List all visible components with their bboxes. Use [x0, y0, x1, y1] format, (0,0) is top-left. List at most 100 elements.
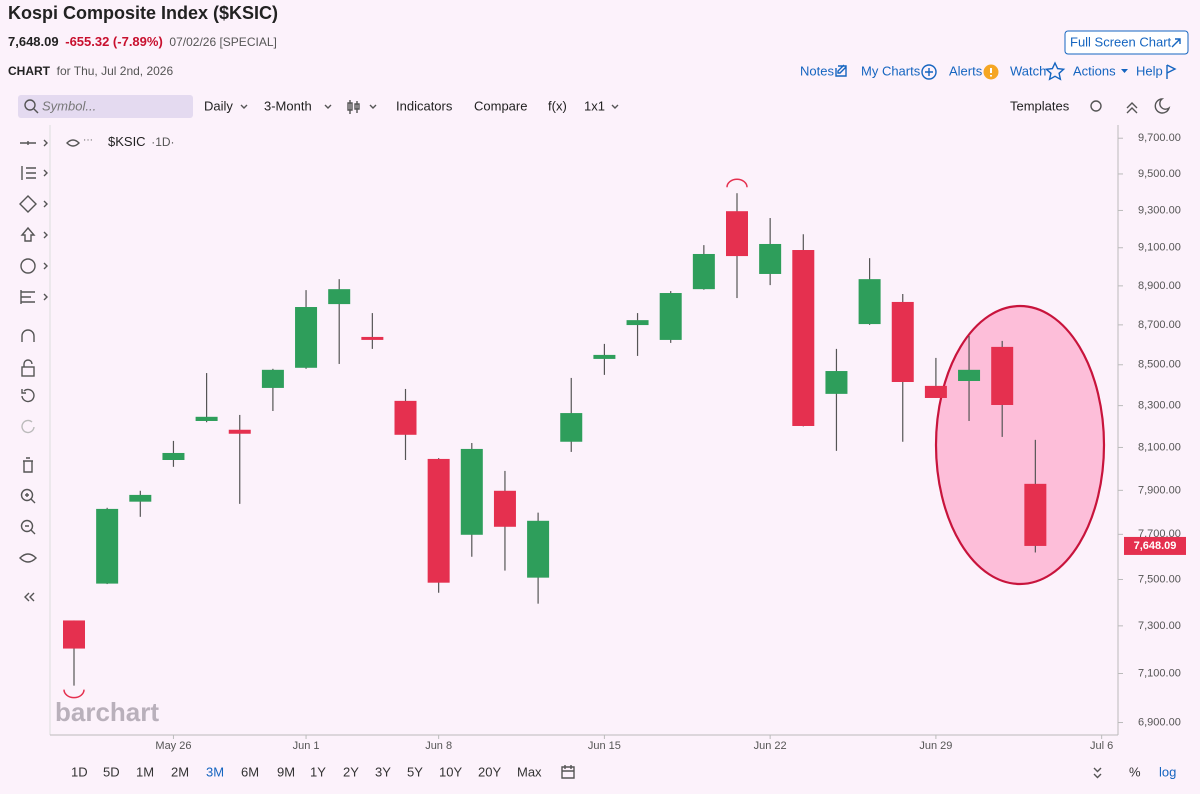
legend-menu[interactable]: ··· [83, 135, 93, 146]
candle-body [792, 250, 815, 426]
scale-option[interactable]: % [1129, 764, 1141, 779]
candle-body [96, 508, 119, 584]
watch-icon [1044, 61, 1066, 81]
range-button[interactable]: 9M [277, 764, 295, 779]
search-placeholder: Symbol... [42, 98, 96, 113]
price-change: -655.32 (-7.89%) [65, 34, 163, 49]
alerts-link[interactable]: Alerts [949, 63, 983, 78]
interval-caret [240, 104, 248, 109]
range-button[interactable]: 3M [206, 764, 224, 779]
x-tick-label: Jun 1 [293, 740, 320, 752]
candle-body [958, 369, 981, 381]
y-tick-label: 7,300.00 [1138, 620, 1181, 632]
candle-body [361, 336, 384, 340]
quote-date: 07/02/26 [SPECIAL] [169, 35, 276, 49]
watch-link[interactable]: Watch [1010, 63, 1046, 78]
full-screen-button[interactable] [1064, 30, 1189, 55]
compare-button[interactable]: Compare [474, 98, 527, 113]
full-screen-icon [1171, 38, 1181, 48]
range-button[interactable]: 2M [171, 764, 189, 779]
symbol-search[interactable] [18, 95, 193, 118]
tool-delete[interactable] [23, 457, 33, 473]
highlight-ellipse [934, 304, 1106, 586]
expand-icon[interactable] [1093, 767, 1102, 779]
x-tick-label: Jul 6 [1090, 740, 1113, 752]
tool-lock[interactable] [21, 366, 35, 377]
candle-body [692, 253, 715, 290]
candle-body [626, 320, 649, 326]
notes-link[interactable]: Notes [800, 63, 834, 78]
tool-pattern[interactable] [20, 290, 35, 304]
y-tick-label: 9,300.00 [1138, 204, 1181, 216]
legend-symbol: $KSIC [108, 134, 146, 149]
help-link[interactable]: Help [1136, 63, 1163, 78]
candle-body [527, 520, 550, 578]
x-tick-label: Jun 8 [425, 740, 452, 752]
tool-magnet[interactable] [21, 329, 35, 342]
page-title: Kospi Composite Index ($KSIC) [8, 3, 278, 23]
candle-body [493, 490, 516, 527]
tool-expanders[interactable] [43, 139, 48, 301]
tool-fib[interactable] [21, 166, 36, 180]
period-caret [324, 104, 332, 109]
tool-visibility[interactable] [19, 553, 37, 563]
candle-body [427, 458, 450, 583]
x-tick-label: Jun 15 [588, 740, 621, 752]
candle-body [394, 400, 417, 435]
y-tick-label: 8,500.00 [1138, 359, 1181, 371]
date-range-icon[interactable] [561, 765, 575, 779]
tool-shape[interactable] [19, 195, 37, 213]
actions-link[interactable]: Actions [1073, 63, 1116, 78]
y-tick-label: 8,300.00 [1138, 400, 1181, 412]
candle-body [129, 494, 152, 502]
scale-option[interactable]: log [1159, 764, 1176, 779]
range-button[interactable]: 20Y [478, 764, 501, 779]
range-button[interactable]: 1Y [310, 764, 326, 779]
function-button[interactable]: f(x) [548, 98, 567, 113]
range-button[interactable]: 1D [71, 764, 88, 779]
range-button[interactable]: Max [517, 764, 542, 779]
candle-body [162, 452, 185, 460]
range-button[interactable]: 5Y [407, 764, 423, 779]
settings-icon[interactable] [1090, 100, 1102, 112]
indicators-button[interactable]: Indicators [396, 98, 453, 113]
candle-body [891, 301, 914, 383]
candle-body [759, 243, 782, 274]
candle-body [228, 429, 251, 434]
tool-redo [21, 419, 35, 434]
range-button[interactable]: 3Y [375, 764, 391, 779]
range-button[interactable]: 1M [136, 764, 154, 779]
range-button[interactable]: 6M [241, 764, 259, 779]
tool-undo[interactable] [21, 388, 35, 403]
interval-menu[interactable]: Daily [204, 98, 233, 113]
mycharts-link[interactable]: My Charts [861, 63, 921, 78]
templates-button[interactable]: Templates [1010, 98, 1070, 113]
mycharts-icon [921, 64, 937, 80]
low-marker [63, 689, 85, 699]
layout-menu[interactable]: 1x1 [584, 98, 605, 113]
actions-caret [1121, 69, 1128, 73]
range-button[interactable]: 10Y [439, 764, 462, 779]
collapse-icon[interactable] [1126, 102, 1138, 114]
legend-eye[interactable] [66, 139, 80, 147]
toolbar-collapse[interactable] [24, 592, 35, 602]
period-menu[interactable]: 3-Month [264, 98, 312, 113]
watermark: barchart [55, 697, 159, 727]
full-screen-label[interactable]: Full Screen Chart [1070, 34, 1172, 49]
tool-count[interactable] [20, 258, 36, 274]
candle-body [63, 620, 85, 649]
range-button[interactable]: 5D [103, 764, 120, 779]
tool-line[interactable] [20, 141, 36, 145]
candle-body [261, 369, 284, 388]
layout-caret [611, 104, 619, 109]
tool-zoom-in[interactable] [20, 488, 34, 502]
dark-mode-icon[interactable] [1154, 98, 1171, 114]
quote-line: 7,648.09 -655.32 (-7.89%) 07/02/26 [SPEC… [8, 34, 277, 49]
tool-arrow[interactable] [20, 226, 36, 242]
chart-type-icon[interactable] [347, 100, 360, 114]
notes-icon [835, 64, 847, 77]
tool-zoom-out[interactable] [20, 519, 34, 533]
range-button[interactable]: 2Y [343, 764, 359, 779]
tool-zoom-in-mark [25, 493, 36, 504]
